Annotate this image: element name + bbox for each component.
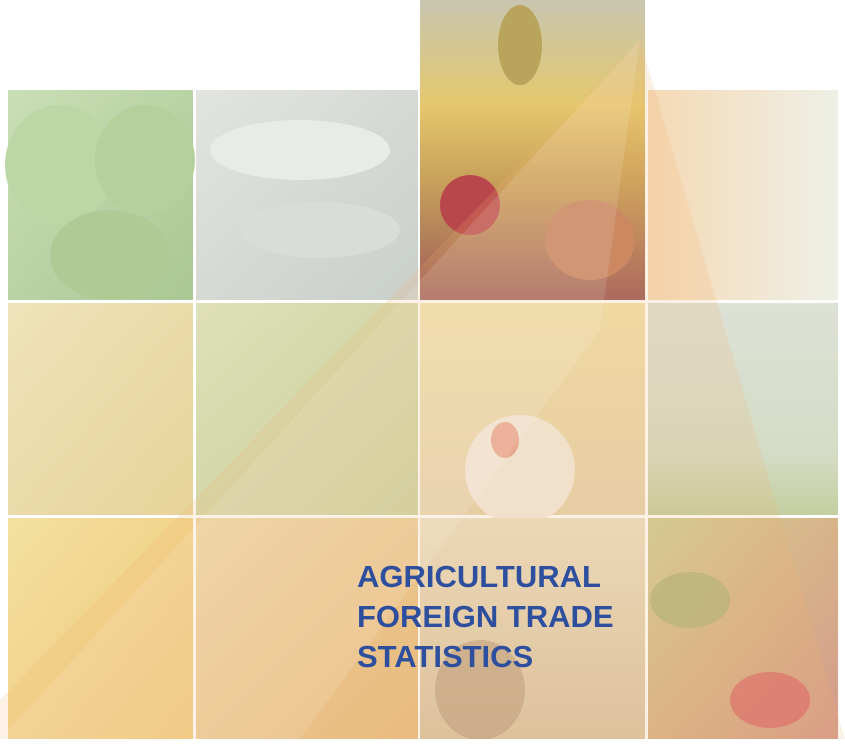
apple — [440, 175, 500, 235]
photo-rice — [196, 518, 418, 739]
fish — [210, 120, 390, 180]
vegetable — [650, 572, 730, 628]
coconut — [50, 210, 170, 300]
cover-title: AGRICULTURAL FOREIGN TRADE STATISTICS — [357, 559, 614, 674]
pineapple — [498, 5, 542, 85]
title-line: STATISTICS — [357, 639, 533, 674]
mango — [545, 200, 635, 280]
photo-rice — [8, 303, 193, 515]
chicken-comb — [491, 422, 519, 458]
pepper — [730, 672, 810, 728]
goat — [435, 640, 525, 740]
photo-bananas — [8, 518, 193, 739]
overlay-shape — [0, 40, 845, 739]
photo-money — [648, 303, 838, 515]
fish — [240, 202, 400, 258]
photo-rice — [196, 303, 418, 515]
photo-collage — [5, 0, 838, 740]
coconut — [95, 105, 195, 215]
title-line: FOREIGN TRADE — [357, 599, 614, 634]
overlay-shape — [0, 40, 640, 739]
coconut — [5, 105, 115, 225]
photo-corn — [648, 90, 838, 300]
title-line: AGRICULTURAL — [357, 559, 601, 594]
